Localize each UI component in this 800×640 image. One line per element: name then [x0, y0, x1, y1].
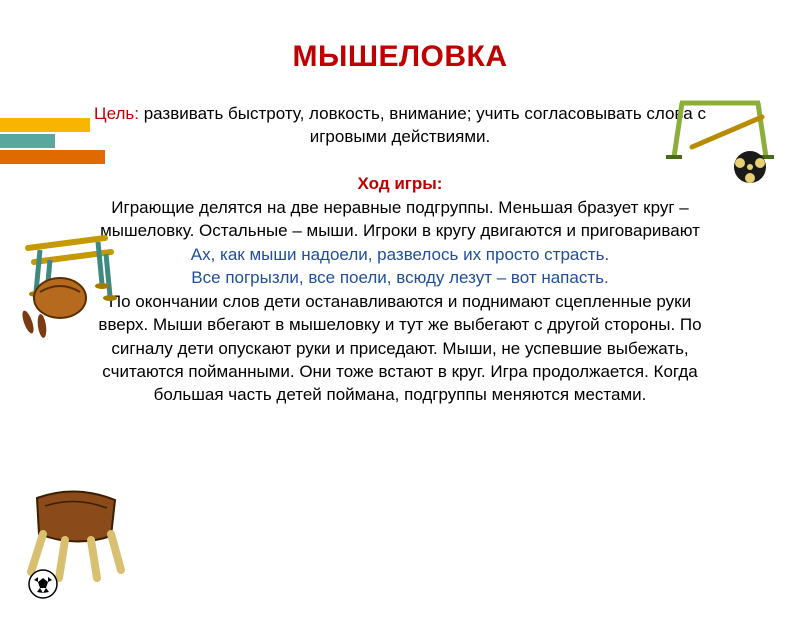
goal-text: развивать быстроту, ловкость, внимание; …: [139, 104, 706, 146]
goal-paragraph: Цель: развивать быстроту, ловкость, вним…: [90, 102, 710, 149]
verse-line-1: Ах, как мыши надоели, развелось их прост…: [90, 243, 710, 266]
deco-color-bars: [0, 118, 105, 166]
illustration-pommel-horse-icon: [15, 480, 135, 600]
verse-line-2: Все погрызли, все поели, всюду лезут – в…: [90, 266, 710, 289]
page-title: МЫШЕЛОВКА: [0, 40, 800, 74]
howto-body-1: Играющие делятся на две неравные подгруп…: [90, 196, 710, 243]
howto-body-2: По окончании слов дети останавливаются и…: [90, 290, 710, 407]
deco-bar-yellow: [0, 118, 90, 132]
illustration-parallel-bars-icon: [10, 230, 130, 340]
howto-label: Ход игры:: [90, 172, 710, 195]
illustration-gym-bar-icon: [662, 95, 782, 195]
deco-bar-teal: [0, 134, 55, 148]
deco-bar-orange: [0, 150, 105, 164]
slide-body: Цель: развивать быстроту, ловкость, вним…: [90, 102, 710, 407]
